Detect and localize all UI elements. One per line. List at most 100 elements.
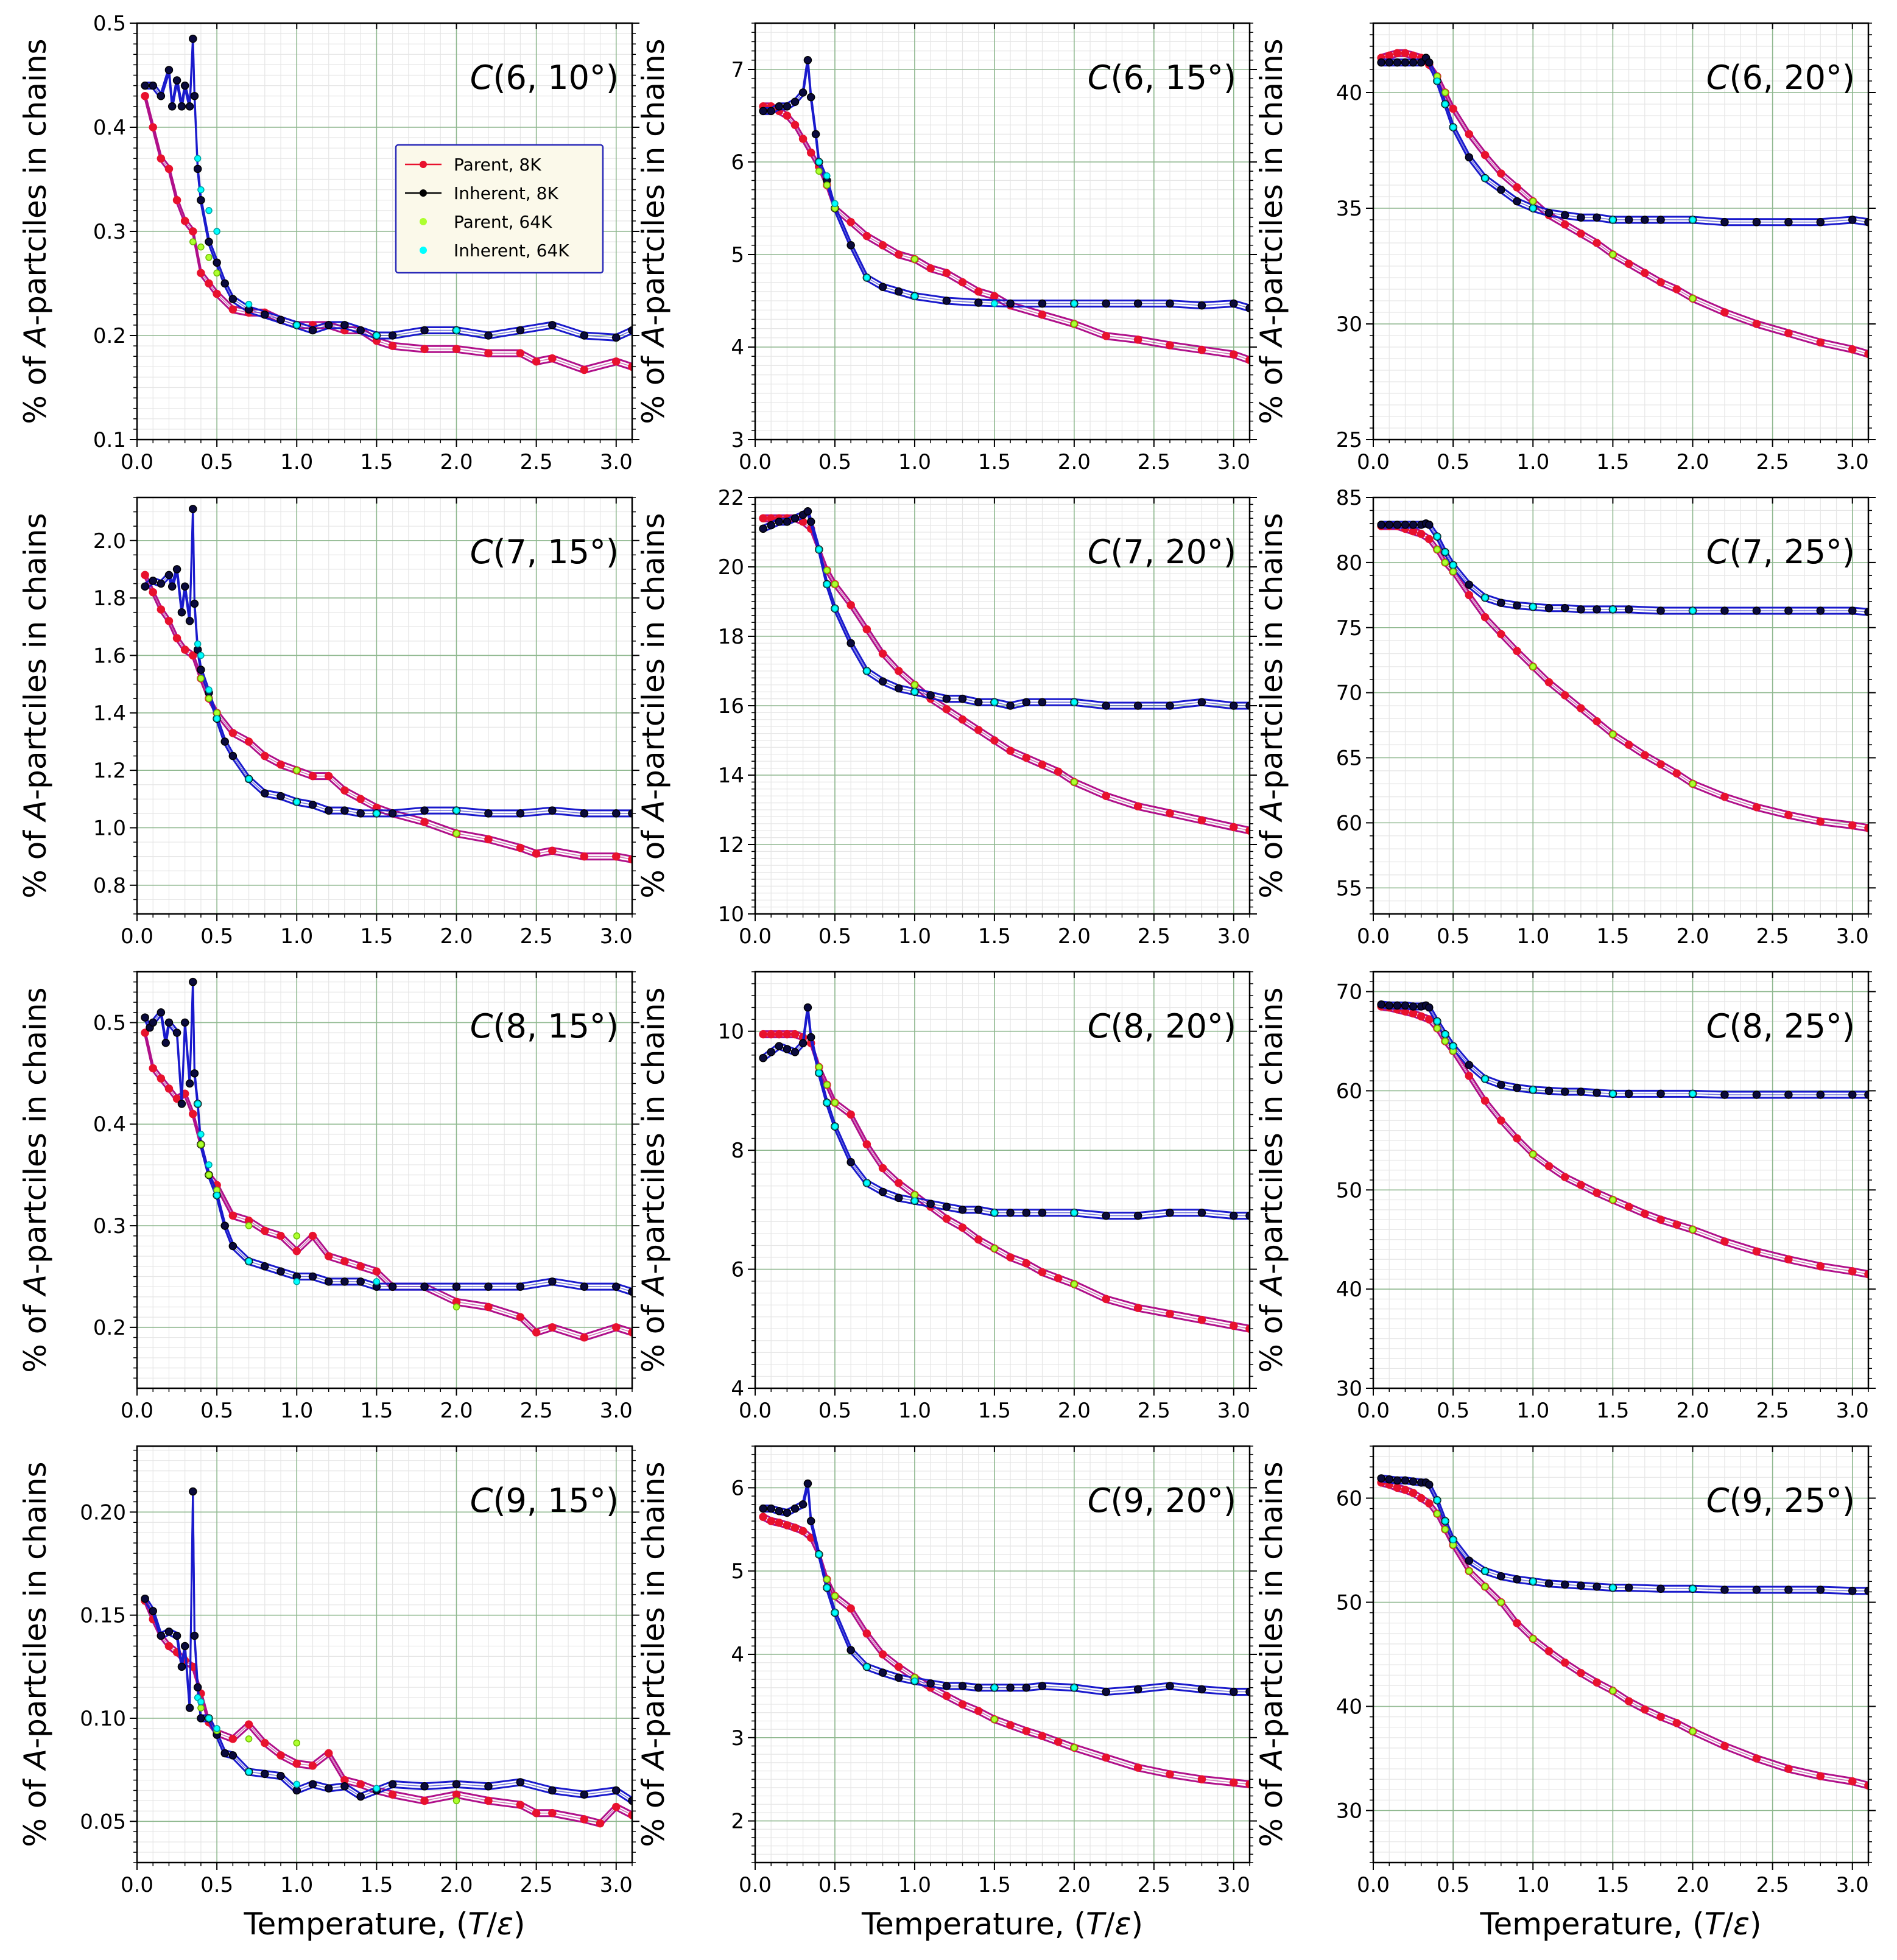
data-point bbox=[1133, 1763, 1142, 1772]
data-point bbox=[1609, 1687, 1617, 1695]
x-tick-label: 2.0 bbox=[1676, 450, 1709, 474]
y-tick-label: 0.3 bbox=[93, 220, 126, 244]
data-point bbox=[911, 1191, 918, 1199]
data-point bbox=[798, 88, 808, 97]
y-tick-label: 2.0 bbox=[93, 529, 126, 553]
data-point bbox=[1038, 1682, 1047, 1690]
data-point bbox=[193, 1683, 202, 1691]
data-point bbox=[1441, 549, 1449, 556]
data-point bbox=[245, 300, 253, 308]
panel-p10: 0.0 0.5 1.0 1.5 2.0 2.5 3.0 0.05 0.10 0.15 0.20 C(9… bbox=[18, 1445, 639, 1942]
data-point bbox=[420, 806, 429, 815]
y-tick-label: 22 bbox=[718, 486, 744, 510]
data-point bbox=[1441, 100, 1449, 108]
data-point bbox=[991, 300, 998, 307]
data-point bbox=[1720, 218, 1729, 227]
data-point bbox=[213, 1725, 220, 1732]
data-point bbox=[1624, 259, 1633, 268]
data-point bbox=[958, 1206, 967, 1214]
data-point bbox=[228, 1735, 238, 1743]
data-point bbox=[1071, 698, 1078, 706]
data-point bbox=[1624, 1089, 1633, 1098]
data-point bbox=[1577, 230, 1585, 238]
panel-title: C(9, 20°) bbox=[1088, 1481, 1236, 1520]
data-point bbox=[1245, 356, 1250, 365]
data-point bbox=[172, 76, 181, 85]
data-point bbox=[612, 1323, 621, 1332]
data-point bbox=[1609, 606, 1617, 613]
x-tick-label: 0.0 bbox=[121, 1399, 153, 1423]
data-point bbox=[1166, 299, 1174, 308]
plot-area bbox=[755, 972, 1250, 1388]
data-point bbox=[1497, 169, 1505, 178]
data-point bbox=[1401, 1486, 1410, 1494]
x-tick-label: 3.0 bbox=[1836, 1399, 1869, 1423]
data-point bbox=[141, 1028, 149, 1037]
data-point bbox=[1102, 701, 1111, 710]
plot-frame bbox=[136, 496, 633, 915]
data-point bbox=[1481, 174, 1489, 182]
data-point bbox=[759, 514, 767, 522]
data-point bbox=[911, 292, 918, 300]
data-point bbox=[1593, 1088, 1601, 1097]
data-point bbox=[783, 111, 792, 120]
data-point bbox=[1593, 605, 1601, 614]
data-point bbox=[1425, 535, 1434, 544]
x-tick-label: 2.5 bbox=[520, 1399, 553, 1423]
data-point bbox=[926, 264, 935, 273]
data-point bbox=[1409, 521, 1418, 529]
data-point bbox=[205, 1161, 213, 1168]
data-point bbox=[197, 1714, 205, 1723]
data-point bbox=[228, 751, 238, 760]
data-point bbox=[1401, 1001, 1410, 1010]
x-tick-label: 2.5 bbox=[1756, 450, 1789, 474]
data-point bbox=[452, 1790, 461, 1799]
data-point bbox=[1560, 1173, 1569, 1181]
data-point bbox=[1038, 311, 1047, 319]
data-point bbox=[1752, 803, 1761, 812]
data-point bbox=[1133, 802, 1142, 811]
data-point bbox=[628, 855, 632, 864]
data-point bbox=[213, 289, 221, 298]
data-point bbox=[1656, 760, 1665, 768]
y-axis-label: % of A-partciles in chains bbox=[636, 1461, 671, 1847]
data-point bbox=[1425, 521, 1434, 529]
y-tick-label: 6 bbox=[731, 1476, 744, 1500]
data-point bbox=[532, 849, 541, 858]
data-point bbox=[1848, 216, 1857, 224]
series-parent-8k bbox=[141, 1028, 632, 1342]
data-point bbox=[1197, 345, 1206, 354]
data-point bbox=[815, 1069, 823, 1077]
data-point bbox=[1560, 691, 1569, 700]
data-point bbox=[1577, 1669, 1585, 1677]
data-point bbox=[189, 227, 197, 236]
data-point bbox=[1377, 1474, 1385, 1483]
data-point bbox=[293, 1739, 301, 1747]
series-parent-64k bbox=[189, 238, 220, 277]
data-point bbox=[958, 1700, 967, 1709]
data-point bbox=[1848, 345, 1857, 354]
plot-area bbox=[755, 23, 1250, 440]
data-point bbox=[1752, 606, 1761, 615]
x-tick-label: 0.0 bbox=[739, 450, 772, 474]
data-point bbox=[1377, 1000, 1385, 1009]
data-point bbox=[1689, 1727, 1697, 1735]
x-tick-label: 0.5 bbox=[1437, 1399, 1469, 1423]
data-point bbox=[775, 1506, 784, 1516]
x-tick-label: 1.0 bbox=[280, 924, 313, 949]
data-point bbox=[596, 1819, 605, 1828]
data-point bbox=[803, 56, 812, 65]
series-inherent-64k bbox=[194, 1100, 381, 1285]
data-point bbox=[1102, 792, 1111, 800]
data-point bbox=[197, 186, 205, 194]
data-point bbox=[324, 806, 333, 815]
data-point bbox=[164, 571, 174, 580]
data-point bbox=[1071, 778, 1078, 786]
data-point bbox=[1006, 1721, 1015, 1730]
data-point bbox=[452, 807, 460, 814]
data-point bbox=[1166, 701, 1174, 710]
data-point bbox=[1560, 1087, 1569, 1096]
data-point bbox=[790, 97, 800, 106]
data-point bbox=[1560, 211, 1569, 220]
data-point bbox=[911, 681, 918, 689]
